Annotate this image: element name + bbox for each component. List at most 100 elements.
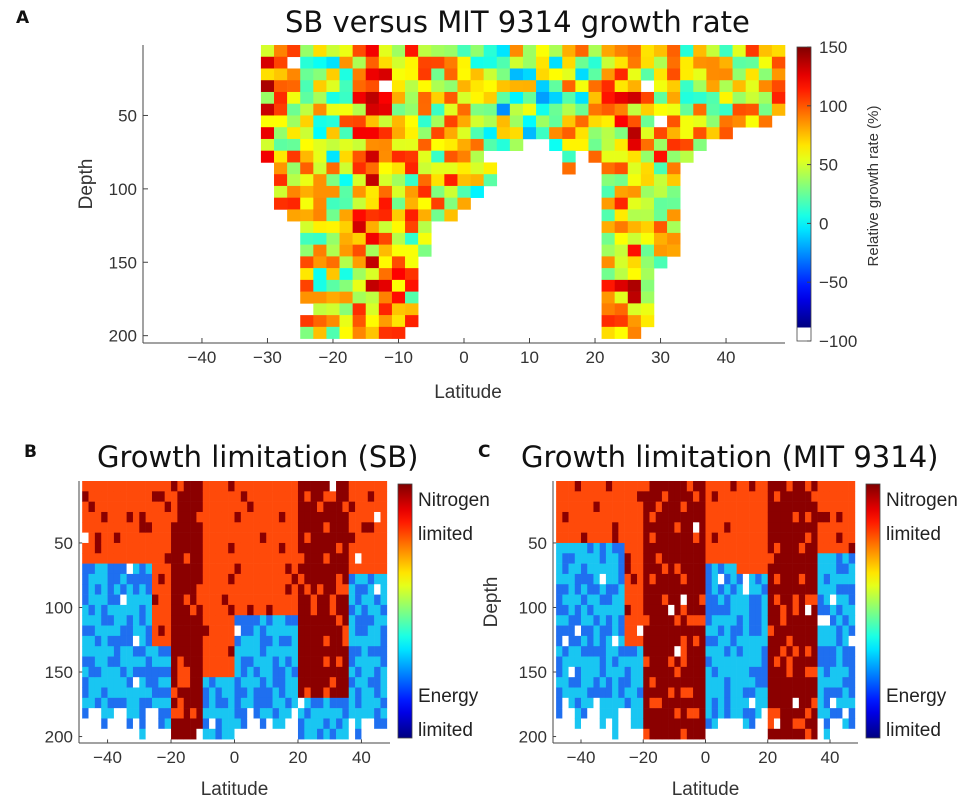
heatmap-cell [196,532,204,544]
heatmap-cell [618,687,625,699]
heatmap-cell [817,542,825,554]
heatmap-cell [374,481,381,492]
heatmap-cell [680,481,688,492]
heatmap-cell [836,542,843,554]
heatmap-cell [336,625,343,637]
heatmap-cell [202,511,210,523]
heatmap-cell [699,542,706,554]
heatmap-cell [767,511,775,523]
heatmap-cell [730,511,737,523]
heatmap-cell [649,491,657,502]
heatmap-cell [705,625,713,637]
heatmap-cell [823,491,831,502]
heatmap-cell [253,481,261,492]
heatmap-cell [605,481,613,492]
heatmap-cell [367,687,375,699]
heatmap-cell [300,56,314,69]
heatmap-cell [667,174,681,187]
heatmap-cell [380,604,388,616]
heatmap-cell [196,635,204,647]
heatmap-cell [811,491,818,502]
heatmap-cell [88,542,96,554]
heatmap-cell [259,584,267,595]
heatmap-cell [637,625,644,637]
heatmap-cell [266,481,273,492]
heatmap-cell [717,635,725,647]
heatmap-cell [221,728,229,740]
heatmap-cell [221,542,229,554]
heatmap-cell [742,584,750,595]
heatmap-cell [367,542,375,554]
heatmap-cell [483,162,498,175]
heatmap-cell [418,232,432,245]
heatmap-cell [342,573,350,585]
heatmap-cell [836,481,843,492]
heatmap-cell [391,209,406,222]
heatmap-cell [247,584,254,595]
heatmap-cell [297,625,305,637]
heatmap-cell [317,511,324,523]
heatmap-cell [556,491,563,502]
heatmap-cell [405,91,419,105]
heatmap-cell [811,718,818,730]
heatmap-cell [391,244,406,257]
heatmap-cell [811,677,818,688]
panel-a-x-tick-label: −20 [319,348,348,367]
heatmap-cell [228,625,235,637]
heatmap-cell [348,542,356,554]
heatmap-cell [767,491,775,502]
heatmap-cell [755,481,762,492]
heatmap-cell [624,677,632,688]
heatmap-cell [593,542,600,554]
heatmap-cell [601,80,615,93]
heatmap-cell [574,532,582,544]
heatmap-cell [287,209,301,222]
heatmap-cell [209,604,216,616]
heatmap-cell [234,646,242,657]
heatmap-cell [300,326,314,339]
heatmap-cell [355,522,362,533]
heatmap-cell [761,625,769,637]
heatmap-cell [291,553,299,564]
heatmap-cell [640,268,655,281]
heatmap-cell [126,501,134,513]
heatmap-cell [706,127,720,140]
heatmap-cell [234,718,242,730]
heatmap-cell [272,563,280,575]
heatmap-cell [792,511,800,523]
heatmap-cell [94,501,102,513]
heatmap-cell [317,532,324,544]
heatmap-cell [556,501,563,513]
heatmap-cell [581,522,588,533]
panel-a-x-axis-label: Latitude [434,382,502,403]
heatmap-cell [767,584,775,595]
heatmap-cell [549,115,563,128]
heatmap-cell [126,511,134,523]
heatmap-cell [581,625,588,637]
heatmap-cell [724,511,731,523]
heatmap-cell [177,718,185,730]
heatmap-cell [326,103,340,116]
heatmap-cell [418,138,432,151]
heatmap-cell [113,584,121,595]
heatmap-cell [618,615,625,626]
heatmap-cell [773,728,781,740]
heatmap-cell [562,728,569,740]
heatmap-cell [640,174,655,187]
heatmap-cell [457,45,471,58]
heatmap-cell [817,563,825,575]
heatmap-cell [101,573,108,585]
heatmap-cell [365,103,380,116]
heatmap-cell [378,232,393,245]
heatmap-cell [805,666,812,678]
heatmap-cell [183,604,191,616]
heatmap-cell [568,687,576,699]
heatmap-cell [711,584,719,595]
heatmap-cell [183,553,191,564]
heatmap-cell [329,718,337,730]
heatmap-cell [221,615,229,626]
heatmap-cell [355,718,362,730]
heatmap-cell [836,615,843,626]
heatmap-cell [588,150,602,163]
panel-c-colorbar-bottom-label-1: Energy [886,686,947,707]
